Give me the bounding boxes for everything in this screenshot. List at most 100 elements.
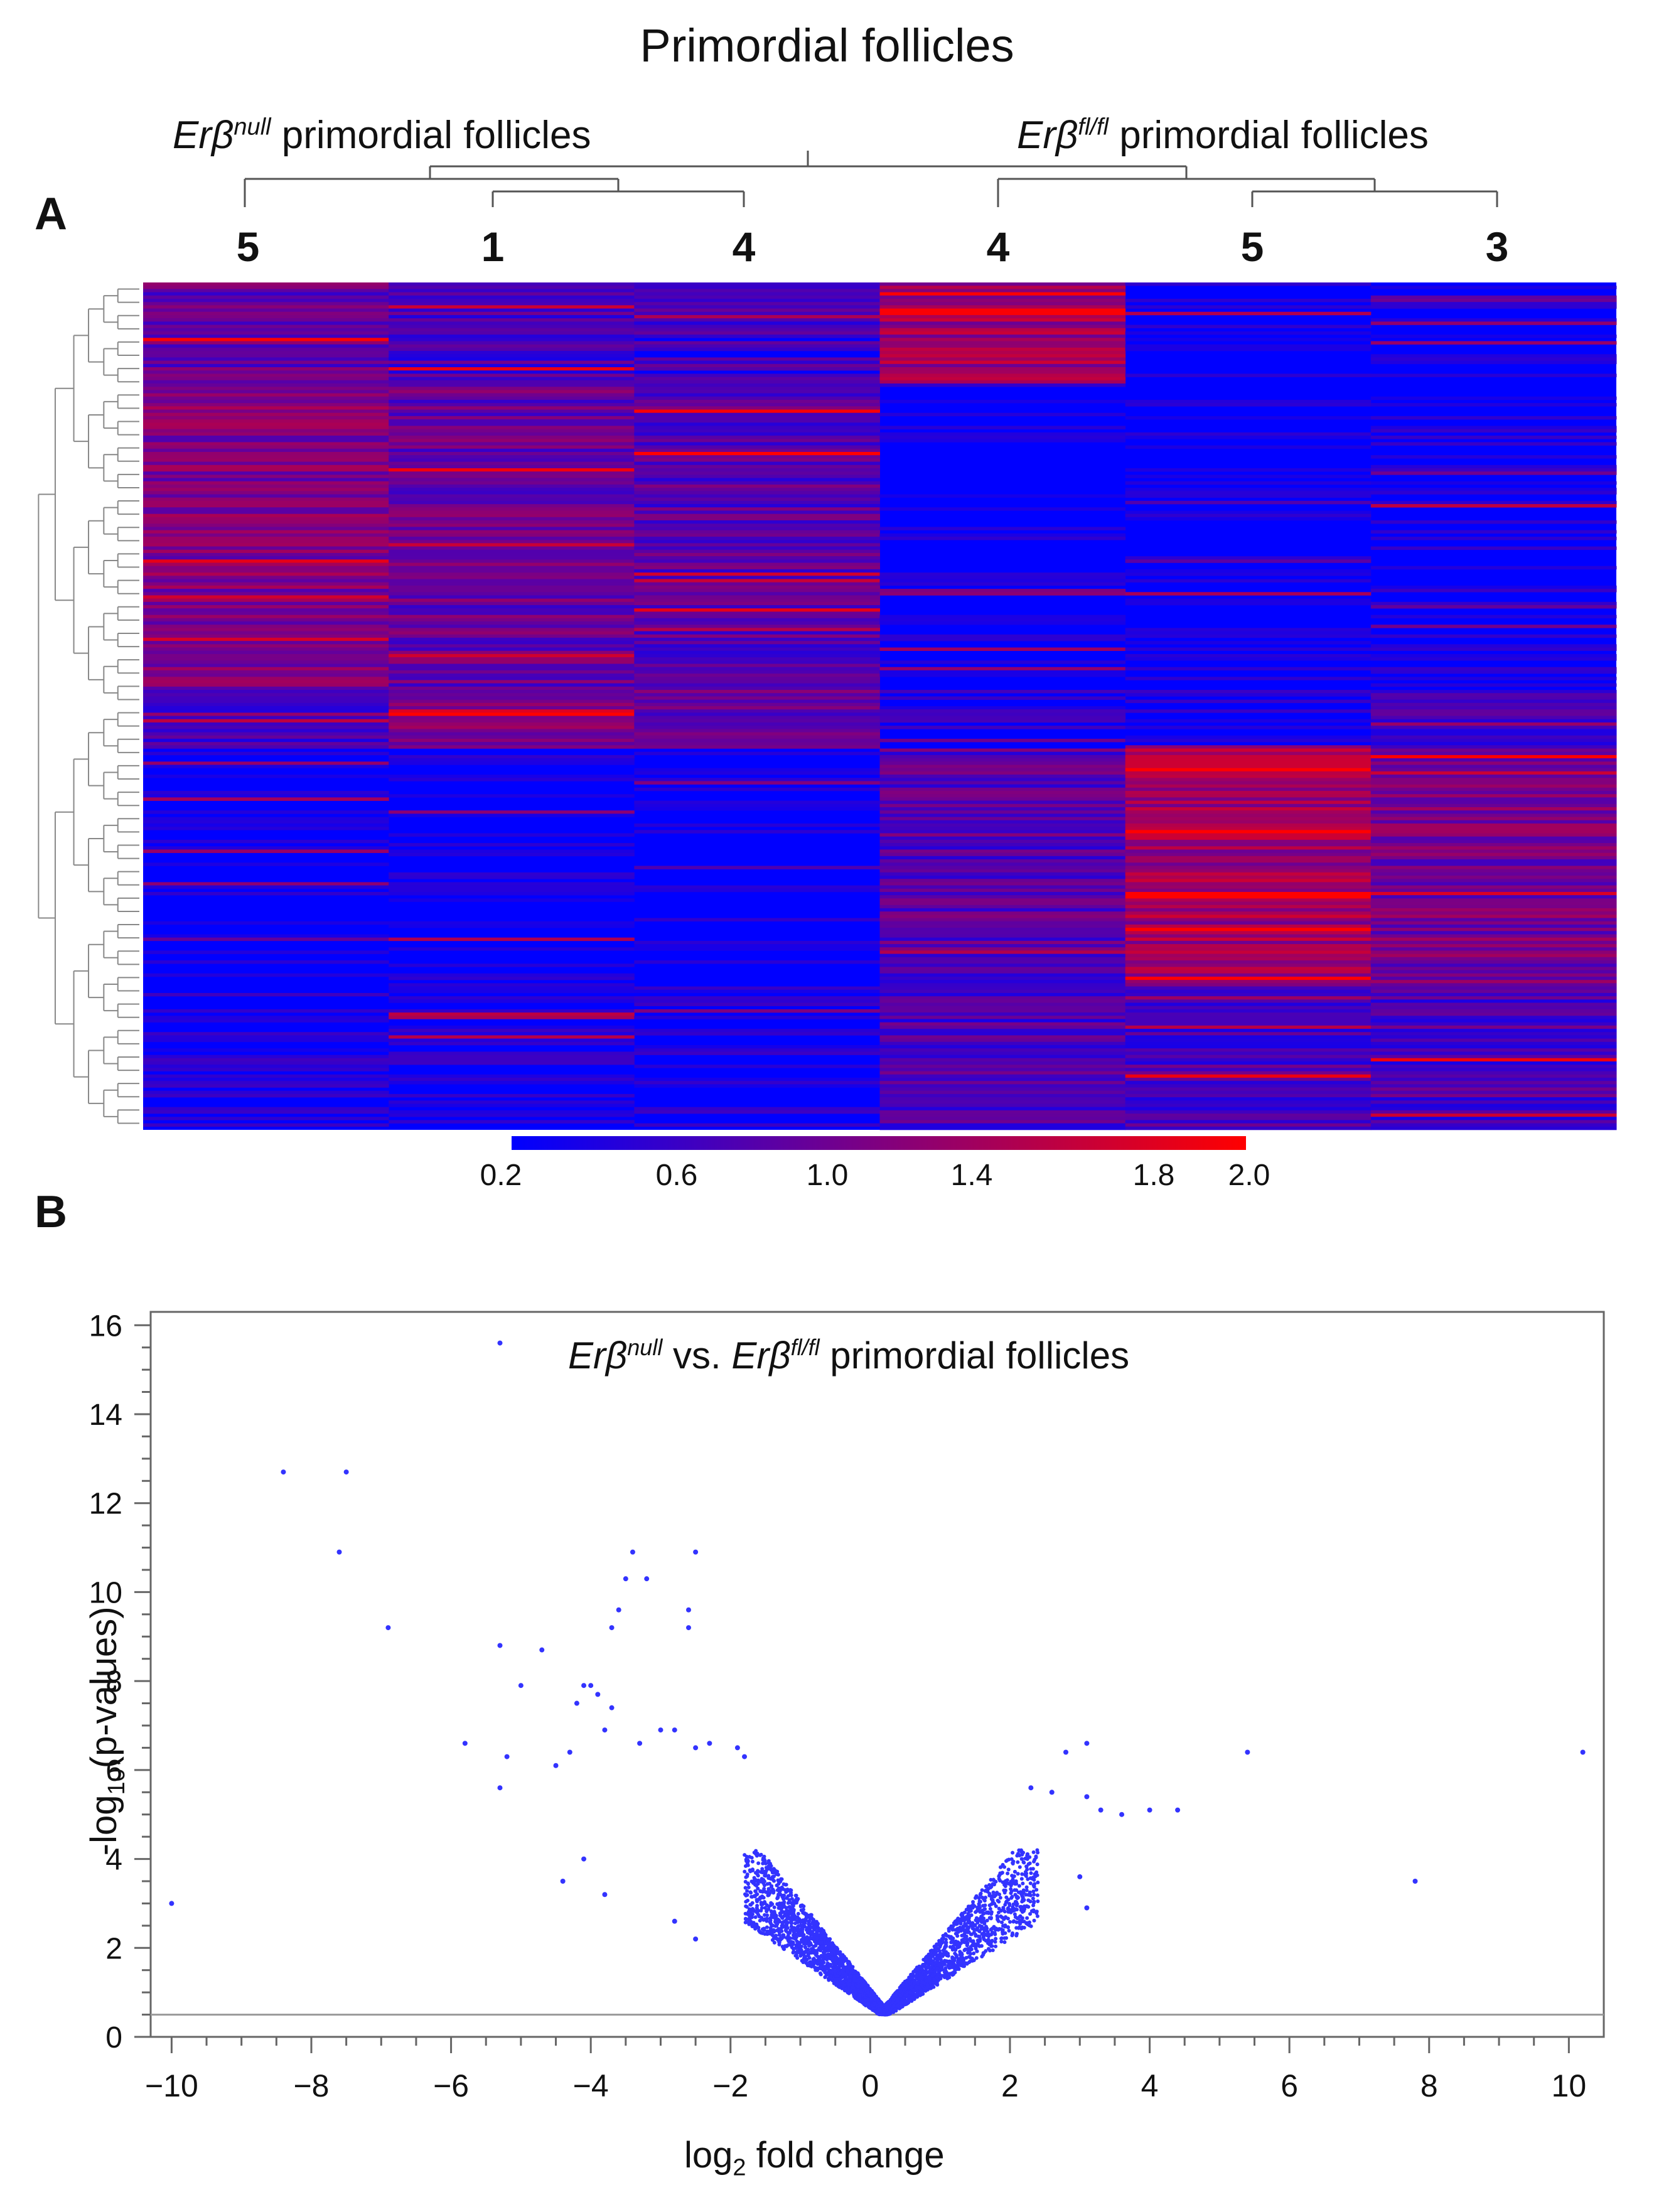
x-tick-label: 8	[1420, 2068, 1438, 2103]
data-point	[747, 1922, 751, 1926]
heatmap-cell	[1125, 849, 1372, 853]
y-tick-label: 10	[89, 1576, 122, 1609]
data-point	[1018, 1914, 1023, 1918]
heatmap-cell	[1125, 491, 1372, 495]
data-point	[795, 1950, 800, 1955]
data-point	[745, 1889, 749, 1893]
heatmap-cell	[389, 566, 635, 570]
heatmap-cell	[634, 367, 880, 371]
heatmap-cell	[1370, 500, 1617, 505]
heatmap-cell	[389, 761, 635, 765]
heatmap-cell	[879, 1126, 1126, 1130]
data-point	[917, 1985, 921, 1990]
heatmap-cell	[1370, 729, 1617, 733]
data-point	[808, 1936, 813, 1941]
data-point	[823, 1970, 827, 1975]
heatmap-cell	[143, 1117, 389, 1120]
heatmap-cell	[879, 439, 1126, 443]
heatmap-cell	[879, 1081, 1126, 1085]
heatmap-cell	[879, 615, 1126, 619]
data-point	[965, 1941, 970, 1945]
heatmap-cell	[389, 670, 635, 674]
heatmap-cell	[879, 833, 1126, 837]
heatmap-cell	[1370, 1032, 1617, 1036]
heatmap-cell	[879, 1061, 1126, 1065]
heatmap-cell	[634, 745, 880, 749]
data-point	[793, 1929, 797, 1933]
heatmap-cell	[1125, 964, 1372, 967]
heatmap-cell	[879, 827, 1126, 830]
data-point	[964, 1947, 968, 1952]
heatmap-cell	[1370, 1097, 1617, 1101]
heatmap-cell	[879, 813, 1126, 817]
data-point	[838, 1953, 842, 1957]
heatmap-cell	[879, 960, 1126, 964]
heatmap-cell	[1370, 992, 1617, 997]
heatmap-cell	[634, 478, 880, 482]
heatmap-cell	[1370, 1061, 1617, 1065]
data-point	[996, 1919, 1001, 1923]
heatmap-cell	[389, 475, 635, 478]
heatmap-cell	[634, 471, 880, 475]
data-point	[957, 1919, 962, 1923]
heatmap-cell	[879, 360, 1126, 365]
heatmap-cell	[143, 595, 389, 599]
heatmap-cell	[143, 412, 389, 417]
heatmap-cell	[634, 650, 880, 655]
heatmap-cell	[1370, 1093, 1617, 1098]
heatmap-cell	[634, 504, 880, 508]
heatmap-cell	[1370, 843, 1617, 847]
heatmap-cell	[1370, 1035, 1617, 1039]
heatmap-cell	[879, 1100, 1126, 1104]
heatmap-cell	[1370, 716, 1617, 720]
heatmap-cell	[1125, 879, 1372, 883]
heatmap-cell	[879, 712, 1126, 716]
data-point	[788, 1936, 793, 1940]
heatmap-cell	[879, 1097, 1126, 1101]
heatmap-cell	[879, 980, 1126, 984]
heatmap-cell	[389, 702, 635, 707]
heatmap-cell	[143, 533, 389, 537]
data-point	[795, 1939, 799, 1943]
heatmap-cell	[143, 637, 389, 642]
heatmap-cell	[634, 787, 880, 792]
data-point	[984, 1884, 989, 1889]
data-point	[1022, 1919, 1026, 1924]
heatmap-cell	[879, 1090, 1126, 1095]
data-point	[982, 1898, 987, 1903]
heatmap-cell	[879, 344, 1126, 348]
heatmap-cell	[634, 1016, 880, 1019]
data-point	[795, 1925, 800, 1929]
heatmap-cell	[1125, 432, 1372, 436]
heatmap-cell	[143, 846, 389, 850]
heatmap-cell	[1125, 1048, 1372, 1052]
heatmap-cell	[1125, 895, 1372, 899]
heatmap-cell	[634, 947, 880, 951]
heatmap-cell	[1125, 751, 1372, 756]
data-point	[928, 1968, 932, 1972]
heatmap-cell	[1125, 1120, 1372, 1124]
heatmap-cell	[1125, 311, 1372, 316]
heatmap-cell	[1125, 839, 1372, 844]
heatmap-cell	[143, 354, 389, 358]
heatmap-cell	[143, 1110, 389, 1114]
heatmap-cell	[634, 520, 880, 524]
data-point	[785, 1916, 790, 1920]
data-point	[955, 1934, 960, 1938]
heatmap-cell	[143, 576, 389, 579]
heatmap-cell	[389, 794, 635, 798]
heatmap-cell	[1125, 601, 1372, 606]
heatmap-cell	[879, 856, 1126, 860]
data-point	[1009, 1857, 1014, 1861]
heatmap-cell	[879, 911, 1126, 915]
heatmap-cell	[634, 377, 880, 381]
heatmap-cell	[143, 409, 389, 413]
heatmap-cell	[1125, 800, 1372, 805]
data-point	[873, 2009, 878, 2014]
heatmap-cell	[1370, 468, 1617, 472]
heatmap-cell	[634, 543, 880, 547]
heatmap-cell	[634, 621, 880, 625]
data-point	[972, 1951, 976, 1955]
heatmap-cell	[389, 562, 635, 567]
data-point	[863, 1986, 867, 1990]
